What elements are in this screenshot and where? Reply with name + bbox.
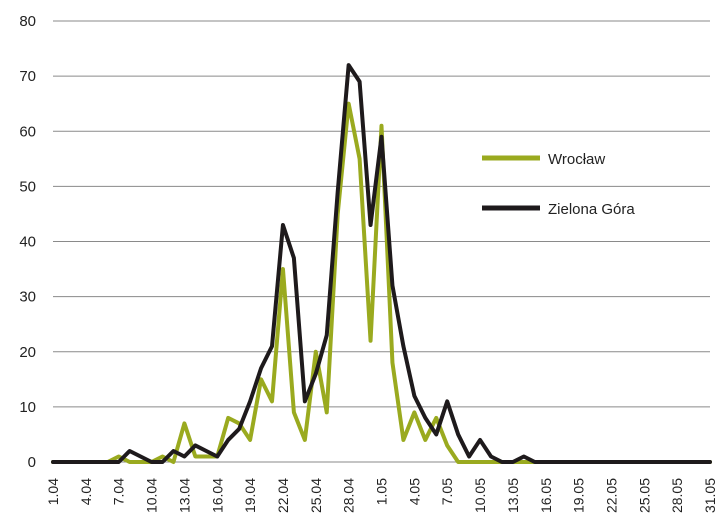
legend: Wrocław Zielona Góra xyxy=(482,151,635,218)
x-tick-label: 22.05 xyxy=(603,478,619,513)
x-tick-label: 19.04 xyxy=(242,478,258,513)
x-tick-label: 1.05 xyxy=(374,478,390,505)
x-tick-label: 25.04 xyxy=(308,478,324,513)
x-tick-label: 7.05 xyxy=(439,478,455,505)
x-tick-label: 19.05 xyxy=(571,478,587,513)
x-tick-label: 16.05 xyxy=(538,478,554,513)
y-tick-label: 60 xyxy=(19,123,36,140)
y-tick-label: 80 xyxy=(19,13,36,30)
x-tick-label: 10.04 xyxy=(144,478,160,513)
x-axis-ticks: 1.04 4.04 7.04 10.04 13.04 16.04 19.04 22.04 25.… xyxy=(45,478,715,513)
gridlines xyxy=(53,20,710,463)
y-tick-label: 40 xyxy=(19,234,36,251)
x-tick-label: 7.04 xyxy=(111,478,127,505)
y-tick-label: 50 xyxy=(19,178,36,195)
series-lines xyxy=(51,63,712,464)
x-tick-label: 25.05 xyxy=(636,478,652,513)
x-tick-label: 22.04 xyxy=(275,478,291,513)
y-tick-label: 0 xyxy=(28,454,36,471)
y-axis-ticks: 0 10 20 30 40 50 60 70 80 xyxy=(19,13,36,471)
legend-label-zielona-gora: Zielona Góra xyxy=(548,201,635,218)
legend-label-wroclaw: Wrocław xyxy=(548,151,605,168)
x-tick-label: 31.05 xyxy=(702,478,715,513)
x-tick-label: 13.04 xyxy=(176,478,192,513)
series-line-zielona-gora xyxy=(51,63,712,464)
x-tick-label: 16.04 xyxy=(209,478,225,513)
x-tick-label: 10.05 xyxy=(472,478,488,513)
x-tick-label: 13.05 xyxy=(505,478,521,513)
y-tick-label: 70 xyxy=(19,68,36,85)
x-tick-label: 28.05 xyxy=(669,478,685,513)
y-tick-label: 20 xyxy=(19,344,36,361)
x-tick-label: 4.04 xyxy=(78,478,94,505)
x-tick-label: 28.04 xyxy=(341,478,357,513)
y-tick-label: 30 xyxy=(19,289,36,306)
x-tick-label: 4.05 xyxy=(406,478,422,505)
y-tick-label: 10 xyxy=(19,399,36,416)
x-tick-label: 1.04 xyxy=(45,478,61,505)
